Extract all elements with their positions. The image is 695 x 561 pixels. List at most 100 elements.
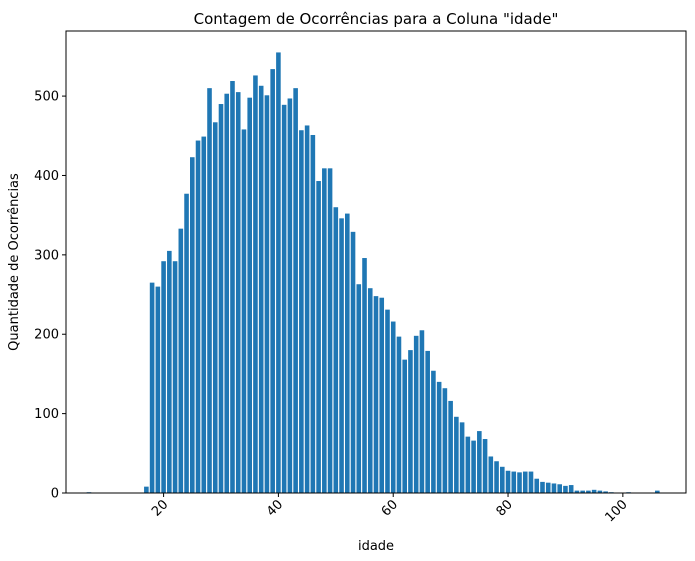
bar-idade-50 (333, 207, 339, 494)
bar-idade-65 (419, 330, 425, 493)
bar-idade-63 (408, 350, 413, 493)
bar-idade-87 (545, 482, 551, 493)
bar-idade-83 (522, 471, 528, 493)
bar-idade-42 (287, 98, 293, 493)
bar-idade-75 (477, 431, 482, 493)
bar-idade-61 (396, 336, 402, 493)
x-tick-label: 80 (494, 497, 516, 519)
bar-idade-36 (253, 75, 258, 493)
bar-idade-70 (448, 400, 453, 493)
bar-idade-55 (362, 258, 367, 493)
bar-idade-22 (172, 261, 178, 493)
bar-idade-97 (603, 491, 608, 493)
bar-idade-81 (511, 471, 517, 493)
bar-idade-53 (350, 231, 356, 493)
bar-idade-49 (327, 168, 333, 493)
y-tick-label: 0 (51, 487, 59, 502)
bar-idade-45 (304, 125, 310, 494)
x-tick-label: 20 (149, 497, 171, 519)
bars-group (86, 52, 660, 494)
bar-idade-34 (241, 129, 247, 493)
bar-idade-41 (281, 104, 287, 493)
bar-idade-28 (207, 88, 212, 494)
bar-idade-29 (212, 122, 218, 493)
bar-idade-25 (190, 157, 195, 493)
x-axis-ticks: 20 40 60 80 100 (149, 493, 631, 525)
bar-idade-95 (591, 489, 597, 493)
bar-idade-90 (563, 485, 568, 493)
bar-idade-40 (276, 52, 281, 494)
bar-idade-20 (161, 261, 166, 493)
y-axis-ticks: 0 100 200 300 400 500 (34, 90, 66, 502)
bar-idade-85 (534, 478, 540, 493)
bar-idade-31 (224, 93, 230, 494)
plot-frame (65, 30, 687, 494)
bar-idade-26 (195, 140, 201, 494)
bar-idade-39 (270, 69, 275, 493)
bar-idade-60 (390, 321, 396, 493)
bar-idade-52 (345, 213, 350, 493)
bar-idade-21 (167, 250, 172, 493)
bar-idade-92 (574, 490, 580, 493)
bar-idade-71 (454, 416, 459, 493)
bar-idade-27 (201, 136, 207, 493)
bar-idade-54 (356, 284, 362, 493)
bar-idade-47 (316, 181, 321, 493)
y-tick-label: 300 (34, 248, 59, 263)
x-axis-label: idade (358, 539, 394, 554)
bar-idade-69 (442, 388, 448, 493)
bar-idade-96 (597, 490, 603, 493)
bar-idade-62 (402, 359, 407, 493)
bar-idade-88 (551, 483, 557, 493)
bar-idade-78 (494, 461, 499, 493)
y-tick-label: 500 (34, 90, 59, 105)
bar-idade-19 (155, 286, 161, 493)
y-tick-label: 400 (34, 169, 59, 184)
y-axis-label: Quantidade de Ocorrências (7, 173, 22, 351)
bar-idade-74 (471, 440, 476, 493)
bar-idade-24 (184, 193, 189, 494)
bar-idade-82 (517, 472, 522, 493)
bar-idade-106 (655, 490, 660, 493)
bar-idade-67 (431, 370, 436, 493)
bar-idade-23 (178, 228, 184, 493)
bar-idade-80 (505, 470, 511, 493)
bar-idade-44 (299, 130, 304, 494)
bar-idade-79 (500, 466, 505, 493)
bar-idade-77 (488, 456, 494, 493)
x-tick-label: 60 (379, 497, 401, 519)
bar-idade-94 (586, 490, 591, 493)
bar-idade-46 (310, 134, 316, 494)
bar-idade-56 (367, 288, 373, 493)
x-tick-label: 40 (264, 497, 286, 519)
bar-idade-57 (373, 296, 379, 493)
bar-idade-73 (465, 436, 471, 493)
bar-idade-32 (230, 81, 235, 493)
bar-idade-35 (247, 97, 252, 494)
bar-idade-18 (149, 282, 155, 493)
bar-idade-43 (293, 88, 298, 494)
y-tick-label: 200 (34, 328, 59, 343)
x-tick-label: 100 (603, 497, 631, 525)
bar-idade-59 (385, 309, 390, 493)
chart-title: Contagem de Ocorrências para a Coluna "i… (194, 10, 559, 28)
bar-idade-76 (482, 439, 488, 493)
bar-idade-48 (322, 168, 327, 493)
y-tick-label: 100 (34, 407, 59, 422)
bar-idade-72 (459, 422, 465, 493)
bar-idade-37 (258, 85, 264, 494)
bar-idade-86 (540, 481, 545, 493)
bar-idade-93 (580, 490, 585, 493)
bar-idade-89 (557, 484, 562, 493)
bar-idade-33 (235, 92, 241, 494)
bar-idade-68 (436, 381, 442, 493)
bar-idade-66 (425, 350, 430, 493)
bar-idade-30 (218, 104, 224, 493)
bar-idade-38 (264, 95, 270, 494)
bar-idade-17 (144, 486, 149, 493)
bar-idade-84 (528, 471, 534, 493)
bar-idade-64 (413, 335, 419, 493)
bar-idade-91 (568, 485, 574, 493)
